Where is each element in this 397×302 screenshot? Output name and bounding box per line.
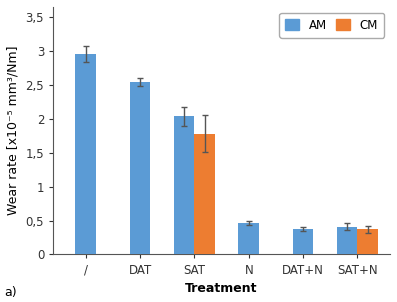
Bar	[75, 54, 96, 255]
Y-axis label: Wear rate [x10⁻⁵ mm³/Nm]: Wear rate [x10⁻⁵ mm³/Nm]	[7, 46, 20, 215]
Legend: AM, CM: AM, CM	[279, 13, 384, 38]
X-axis label: Treatment: Treatment	[185, 282, 258, 295]
Bar	[174, 116, 195, 255]
Bar	[130, 82, 150, 255]
Text: a): a)	[4, 286, 17, 299]
Bar	[337, 227, 357, 255]
Bar	[293, 230, 314, 255]
Bar	[357, 230, 378, 255]
Bar	[195, 134, 215, 255]
Bar	[239, 223, 259, 255]
